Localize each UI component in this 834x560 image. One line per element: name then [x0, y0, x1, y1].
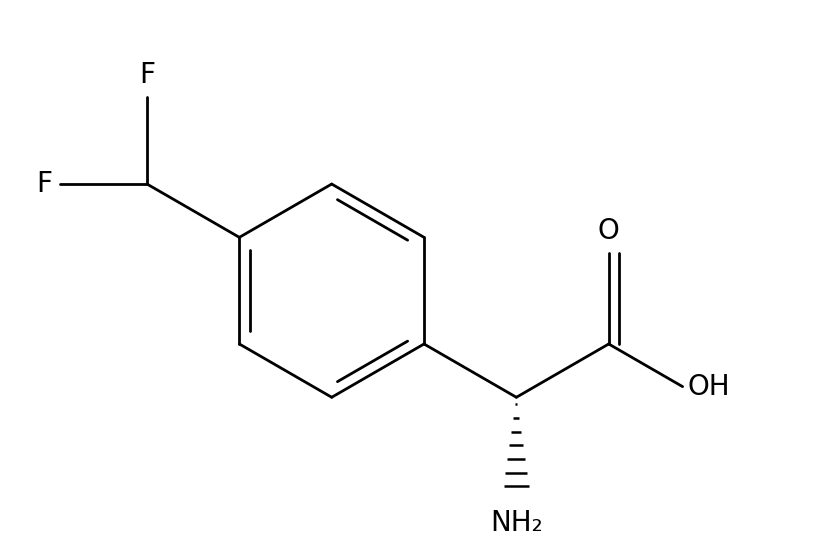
Text: O: O [598, 217, 620, 245]
Text: F: F [139, 61, 155, 89]
Text: F: F [36, 170, 53, 198]
Text: NH₂: NH₂ [490, 509, 543, 537]
Text: OH: OH [688, 372, 731, 400]
